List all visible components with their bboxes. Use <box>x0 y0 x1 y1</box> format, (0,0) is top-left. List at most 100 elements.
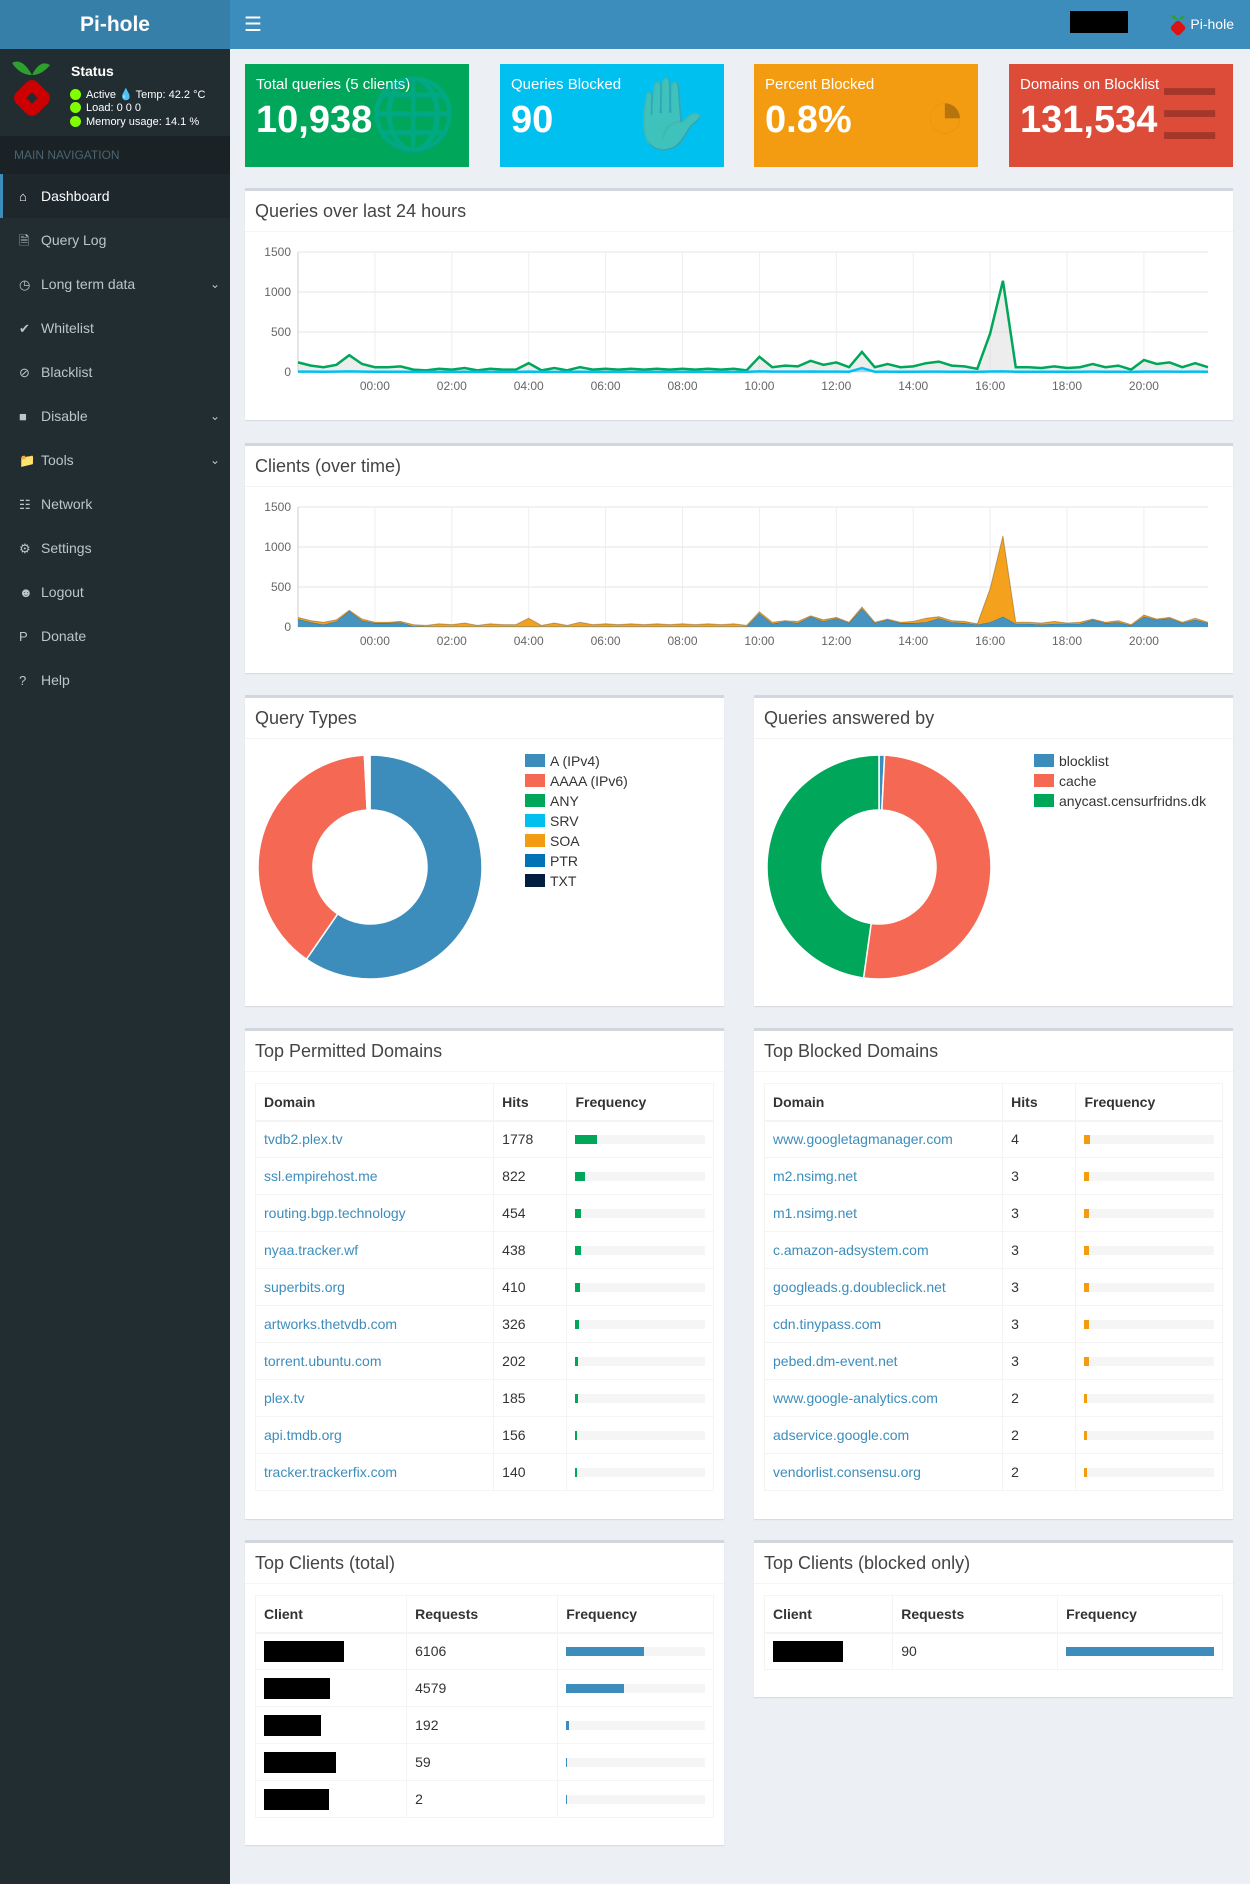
donut-slice[interactable] <box>368 754 371 811</box>
frequency-cell <box>566 1231 714 1269</box>
frequency-bar <box>1084 1393 1214 1403</box>
column-header[interactable]: Domain <box>764 1083 1004 1122</box>
query-types-donut[interactable] <box>245 742 485 1002</box>
domain-cell: plex.tv <box>255 1379 495 1417</box>
legend-item[interactable]: TXT <box>525 871 628 891</box>
sidebar-item-logout[interactable]: ☻ Logout <box>0 570 230 614</box>
domain-link[interactable]: adservice.google.com <box>773 1427 910 1443</box>
domain-link[interactable]: ssl.empirehost.me <box>264 1168 378 1184</box>
domain-link[interactable]: plex.tv <box>264 1390 305 1406</box>
sidebar-item-blacklist[interactable]: ⊘ Blacklist <box>0 350 230 394</box>
domain-link[interactable]: googleads.g.doubleclick.net <box>773 1279 946 1295</box>
domain-link[interactable]: pebed.dm-event.net <box>773 1353 898 1369</box>
sidebar-item-tools[interactable]: 📁 Tools ⌄ <box>0 438 230 482</box>
series-area <box>298 608 1208 627</box>
domain-link[interactable]: www.googletagmanager.com <box>773 1131 953 1148</box>
domain-link[interactable]: cdn.tinypass.com <box>773 1316 882 1332</box>
menu-toggle-icon[interactable]: ☰ <box>244 14 262 36</box>
queries-over-time-chart[interactable]: 0 500 1000 1500 00:00 02:00 04:00 06:00 08:00 10:… <box>245 232 1233 420</box>
column-header[interactable]: Client <box>764 1595 894 1634</box>
frequency-bar <box>566 1794 705 1804</box>
domain-link[interactable]: routing.bgp.technology <box>264 1205 406 1221</box>
legend-item[interactable]: anycast.censurfridns.dk <box>1034 791 1206 811</box>
redacted-client <box>264 1788 329 1810</box>
x-tick-label: 04:00 <box>514 379 544 393</box>
legend-item[interactable]: PTR <box>525 851 628 871</box>
domain-cell: torrent.ubuntu.com <box>255 1342 495 1380</box>
stat-value: 0.8% <box>765 99 852 141</box>
pihole-logo-icon <box>12 61 50 116</box>
y-tick-label: 1500 <box>264 245 291 259</box>
domain-link[interactable]: tracker.trackerfix.com <box>264 1464 398 1480</box>
domain-link[interactable]: nyaa.tracker.wf <box>264 1242 359 1258</box>
sidebar-item-donate[interactable]: P Donate <box>0 614 230 658</box>
donut-slice[interactable] <box>862 754 992 980</box>
legend-item[interactable]: cache <box>1034 771 1206 791</box>
header-app-name[interactable]: Pi-hole <box>1190 16 1234 32</box>
column-header[interactable]: Requests <box>406 1595 559 1634</box>
sidebar-item-query-log[interactable]: 🗎 Query Log <box>0 218 230 262</box>
load-dot <box>70 102 81 113</box>
domain-link[interactable]: m1.nsimg.net <box>773 1205 858 1221</box>
sidebar-item-label: Help <box>41 672 70 688</box>
column-header[interactable]: Frequency <box>1057 1595 1223 1634</box>
column-header[interactable]: Client <box>255 1595 408 1634</box>
home-icon: ⌂ <box>19 189 27 204</box>
table-row: torrent.ubuntu.com 202 <box>255 1342 714 1380</box>
question-circle-icon: ? <box>19 673 27 688</box>
column-header[interactable]: Hits <box>493 1083 568 1122</box>
chevron-down-icon: ⌄ <box>209 277 220 291</box>
table-row: m2.nsimg.net 3 <box>764 1157 1223 1195</box>
donut-slice[interactable] <box>305 754 483 980</box>
sidebar-item-disable[interactable]: ■ Disable ⌄ <box>0 394 230 438</box>
legend-item[interactable]: AAAA (IPv6) <box>525 771 628 791</box>
sidebar-item-whitelist[interactable]: ✔ Whitelist <box>0 306 230 350</box>
clients-over-time-chart[interactable]: 0 500 1000 1500 00:00 02:00 04:00 06:00 08:00 10:… <box>245 487 1233 673</box>
legend-item[interactable]: A (IPv4) <box>525 751 628 771</box>
domain-link[interactable]: m2.nsimg.net <box>773 1168 858 1184</box>
domain-link[interactable]: vendorlist.consensu.org <box>773 1464 921 1480</box>
domain-link[interactable]: torrent.ubuntu.com <box>264 1353 382 1369</box>
sidebar-item-long-term-data[interactable]: ◷ Long term data ⌄ <box>0 262 230 306</box>
legend-item[interactable]: SOA <box>525 831 628 851</box>
column-header[interactable]: Hits <box>1002 1083 1077 1122</box>
answered-by-donut[interactable] <box>754 742 994 1002</box>
domain-link[interactable]: artworks.thetvdb.com <box>264 1316 398 1332</box>
frequency-bar-fill <box>1084 1430 1088 1440</box>
domain-cell: adservice.google.com <box>764 1416 1004 1454</box>
column-header[interactable]: Frequency <box>1075 1083 1223 1122</box>
frequency-bar-fill <box>1084 1245 1089 1255</box>
domain-link[interactable]: superbits.org <box>264 1279 345 1295</box>
domain-link[interactable]: api.tmdb.org <box>264 1427 342 1443</box>
column-header[interactable]: Frequency <box>557 1595 714 1634</box>
legend-item[interactable]: blocklist <box>1034 751 1206 771</box>
legend-item[interactable]: SRV <box>525 811 628 831</box>
hits-cell: 3 <box>1002 1342 1077 1380</box>
donut-slice[interactable] <box>257 754 368 961</box>
legend-item[interactable]: ANY <box>525 791 628 811</box>
hits-cell: 822 <box>493 1157 568 1195</box>
donut-slice[interactable] <box>766 754 880 979</box>
app-logo[interactable]: Pi-hole <box>0 0 230 49</box>
sidebar-item-network[interactable]: ☷ Network <box>0 482 230 526</box>
redacted-client <box>264 1751 336 1773</box>
sidebar-item-dashboard[interactable]: ⌂ Dashboard <box>0 174 230 218</box>
frequency-bar-fill <box>566 1720 569 1730</box>
frequency-bar-fill <box>575 1245 581 1255</box>
column-header[interactable]: Domain <box>255 1083 495 1122</box>
domain-link[interactable]: c.amazon-adsystem.com <box>773 1242 929 1258</box>
domain-link[interactable]: www.google-analytics.com <box>773 1390 938 1406</box>
legend-label: ANY <box>550 793 579 809</box>
column-header[interactable]: Frequency <box>566 1083 714 1122</box>
top-blocked-table: Domain Hits Frequency www.googletagmanager.… <box>764 1083 1223 1491</box>
frequency-cell <box>566 1379 714 1417</box>
sidebar-item-help[interactable]: ? Help <box>0 658 230 702</box>
domain-link[interactable]: tvdb2.plex.tv <box>264 1131 343 1148</box>
sidebar-item-label: Long term data <box>41 276 136 292</box>
sidebar-item-settings[interactable]: ⚙ Settings <box>0 526 230 570</box>
x-tick-label: 18:00 <box>1052 379 1082 393</box>
clients-chart-card: Clients (over time) 0 500 1000 1500 00:00 02:… <box>245 443 1233 673</box>
answered-by-card: Queries answered by blocklist cache anycas… <box>754 695 1233 1006</box>
column-header[interactable]: Requests <box>892 1595 1059 1634</box>
frequency-bar-fill <box>1084 1393 1088 1403</box>
